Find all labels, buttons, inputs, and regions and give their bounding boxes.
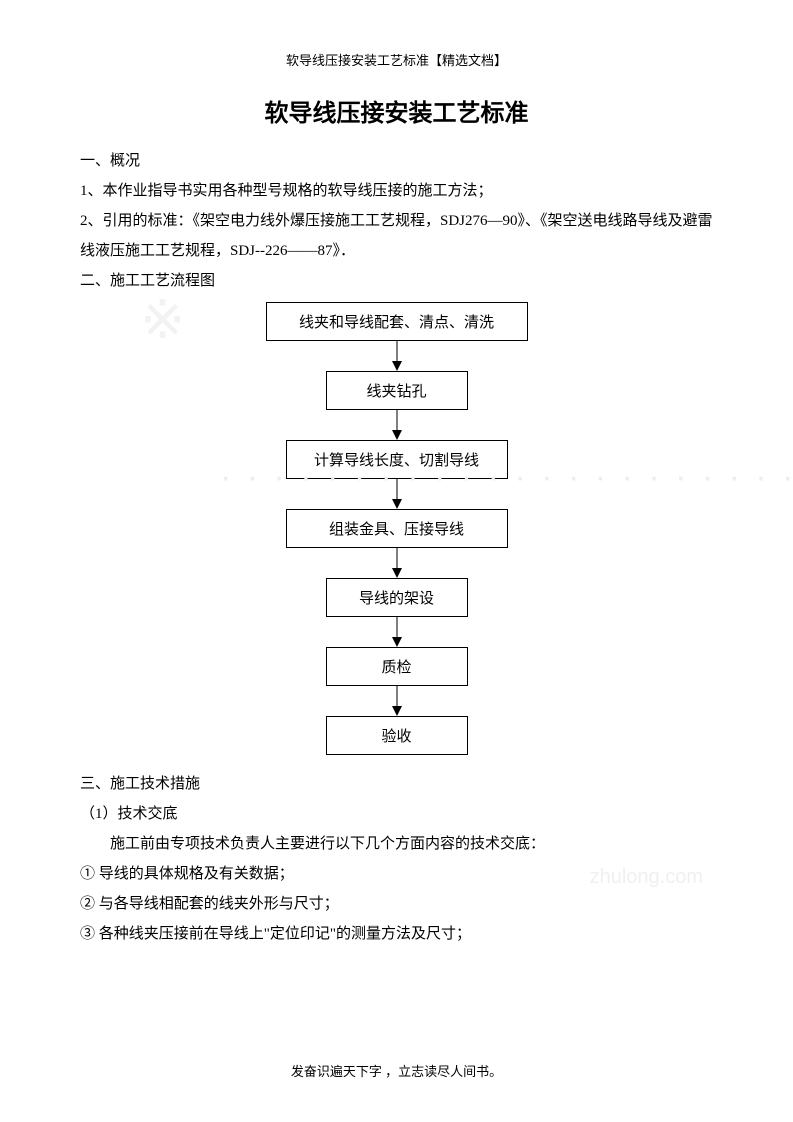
section-1-item-1: 1、本作业指导书实用各种型号规格的软导线压接的施工方法； xyxy=(80,176,713,206)
flowchart: 线夹和导线配套、清点、清洗 线夹钻孔 计算导线长度、切割导线 组装金具、压接导线… xyxy=(80,302,713,755)
section-3-sub-1: （1）技术交底 xyxy=(80,799,713,829)
section-3-line-1: 施工前由专项技术负责人主要进行以下几个方面内容的技术交底： xyxy=(80,829,713,859)
section-3-item-2: ② 与各导线相配套的线夹外形与尺寸； xyxy=(80,889,713,919)
flow-node-4: 组装金具、压接导线 xyxy=(286,509,508,548)
flow-node-3: 计算导线长度、切割导线 xyxy=(286,440,508,479)
flow-node-6: 质检 xyxy=(326,647,468,686)
flow-node-2: 线夹钻孔 xyxy=(326,371,468,410)
flow-arrow-icon xyxy=(388,686,406,716)
page-title: 软导线压接安装工艺标准 xyxy=(80,93,713,128)
page-header-small: 软导线压接安装工艺标准【精选文档】 xyxy=(80,50,713,69)
section-1-item-2: 2、引用的标准：《架空电力线外爆压接施工工艺规程，SDJ276—90》、《架空送… xyxy=(80,206,713,266)
flow-node-1: 线夹和导线配套、清点、清洗 xyxy=(266,302,528,341)
body-text-block: 一、概况 1、本作业指导书实用各种型号规格的软导线压接的施工方法； 2、引用的标… xyxy=(80,146,713,296)
flow-arrow-icon xyxy=(388,410,406,440)
section-3-item-1: ① 导线的具体规格及有关数据； xyxy=(80,859,713,889)
section-3-item-3: ③ 各种线夹压接前在导线上"定位印记"的测量方法及尺寸； xyxy=(80,919,713,949)
flow-node-7: 验收 xyxy=(326,716,468,755)
page-footer: 发奋识遍天下字 ，立志读尽人间书。 xyxy=(0,1061,793,1080)
section-1-heading: 一、概况 xyxy=(80,146,713,176)
flow-arrow-icon xyxy=(388,548,406,578)
body-text-block-2: 三、施工技术措施 （1）技术交底 施工前由专项技术负责人主要进行以下几个方面内容… xyxy=(80,769,713,949)
section-3-heading: 三、施工技术措施 xyxy=(80,769,713,799)
section-2-heading: 二、施工工艺流程图 xyxy=(80,266,713,296)
flow-arrow-icon xyxy=(388,341,406,371)
flow-arrow-icon xyxy=(388,617,406,647)
page-content: 软导线压接安装工艺标准【精选文档】 软导线压接安装工艺标准 一、概况 1、本作业… xyxy=(0,0,793,989)
flow-node-5: 导线的架设 xyxy=(326,578,468,617)
flow-arrow-icon xyxy=(388,479,406,509)
